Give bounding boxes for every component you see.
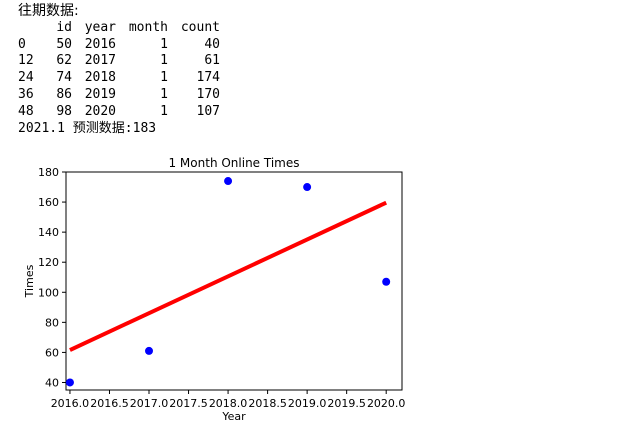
console-output: 往期数据: id year month count 0 50 2016 1 40…	[18, 3, 220, 137]
cell-year: 2017	[84, 53, 116, 69]
column-header-year: year	[84, 19, 116, 35]
cell-id: 50	[56, 36, 72, 52]
cell-year: 2018	[84, 70, 116, 86]
y-axis: 40 60 80 100 120 140 160 180	[38, 166, 66, 389]
plot-area-frame	[65, 171, 403, 391]
x-tick-label: 2018.5	[248, 397, 287, 410]
prediction-text: 2021.1 预测数据:183	[18, 120, 157, 136]
data-points	[65, 177, 391, 387]
cell-count: 174	[196, 70, 220, 86]
table-row: 0 50 2016 1 40	[18, 37, 220, 54]
cell-count: 40	[204, 36, 220, 52]
cell-count: 170	[196, 86, 220, 102]
cell-year: 2016	[84, 36, 116, 52]
data-point	[303, 183, 312, 192]
dataframe-table: id year month count 0 50 2016 1 40 12 62…	[18, 20, 220, 121]
x-axis-label: Year	[221, 410, 246, 423]
dataframe-header-row: id year month count	[18, 20, 220, 37]
x-axis: 2016.0 2016.5 2017.0 2017.5 2018.0 2018.5 2019…	[51, 390, 406, 410]
column-header-count: count	[180, 19, 220, 35]
y-tick-label: 40	[45, 376, 59, 389]
row-index: 12	[18, 53, 34, 69]
y-tick-label: 60	[45, 346, 59, 359]
x-tick-label: 2017.0	[130, 397, 169, 410]
cell-id: 74	[56, 70, 72, 86]
cell-year: 2020	[84, 103, 116, 119]
cell-count: 107	[196, 103, 220, 119]
y-tick-label: 120	[38, 256, 59, 269]
table-row: 36 86 2019 1 170	[18, 87, 220, 104]
history-data-heading: 往期数据:	[18, 3, 79, 19]
table-row: 12 62 2017 1 61	[18, 53, 220, 70]
x-tick-label: 2019.5	[327, 397, 366, 410]
data-point	[145, 346, 154, 355]
cell-month: 1	[160, 70, 168, 86]
y-tick-label: 160	[38, 196, 59, 209]
chart-title: 1 Month Online Times	[168, 156, 299, 170]
y-tick-label: 100	[38, 286, 59, 299]
y-tick-label: 80	[45, 316, 59, 329]
column-header-id: id	[56, 19, 72, 35]
table-row: 48 98 2020 1 107	[18, 104, 220, 121]
row-index: 36	[18, 86, 34, 102]
cell-month: 1	[160, 36, 168, 52]
y-tick-label: 180	[38, 166, 59, 179]
x-tick-label: 2017.5	[169, 397, 208, 410]
cell-count: 61	[204, 53, 220, 69]
row-index: 24	[18, 70, 34, 86]
y-tick-label: 140	[38, 226, 59, 239]
cell-month: 1	[160, 103, 168, 119]
regression-line	[69, 200, 388, 352]
x-tick-label: 2018.0	[209, 397, 248, 410]
row-index: 48	[18, 103, 34, 119]
y-axis-label: Times	[23, 264, 36, 298]
x-tick-label: 2016.0	[51, 397, 90, 410]
cell-id: 62	[56, 53, 72, 69]
data-point	[65, 378, 74, 387]
column-header-month: month	[128, 19, 168, 35]
x-tick-label: 2019.0	[288, 397, 327, 410]
data-point	[382, 277, 391, 286]
cell-month: 1	[160, 86, 168, 102]
x-tick-label: 2016.5	[90, 397, 129, 410]
row-index: 0	[18, 36, 26, 52]
cell-id: 86	[56, 86, 72, 102]
data-point	[224, 177, 233, 186]
cell-id: 98	[56, 103, 72, 119]
cell-year: 2019	[84, 86, 116, 102]
cell-month: 1	[160, 53, 168, 69]
x-tick-label: 2020.0	[367, 397, 406, 410]
fit-line-group	[69, 200, 388, 352]
table-row: 24 74 2018 1 174	[18, 70, 220, 87]
